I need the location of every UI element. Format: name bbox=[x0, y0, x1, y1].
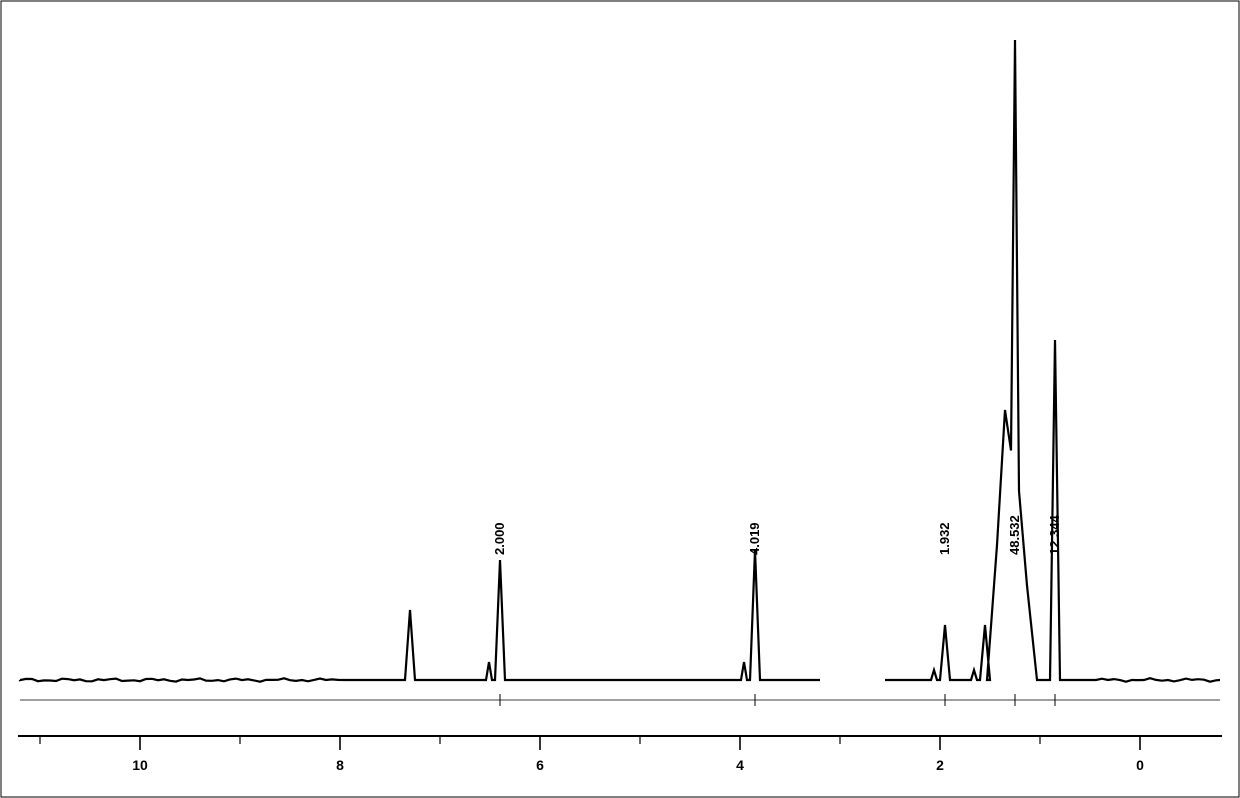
axis-tick-label: 10 bbox=[132, 757, 148, 773]
axis-tick-label: 6 bbox=[536, 757, 544, 773]
axis-tick-label: 8 bbox=[336, 757, 344, 773]
spectrum-trace bbox=[20, 40, 1220, 682]
axis-tick-label: 0 bbox=[1136, 757, 1144, 773]
integration-value: 12.344 bbox=[1047, 514, 1062, 555]
integration-value: 4.019 bbox=[747, 522, 762, 555]
nmr-spectrum bbox=[20, 40, 1220, 682]
axis-tick-label: 2 bbox=[936, 757, 944, 773]
integration-labels: 2.000 4.019 1.932 48.532 12.344 bbox=[20, 514, 1220, 706]
x-axis: 10 8 6 4 2 0 bbox=[18, 736, 1222, 773]
integration-value: 2.000 bbox=[492, 522, 507, 555]
integration-value: 1.932 bbox=[937, 522, 952, 555]
axis-tick-label: 4 bbox=[736, 757, 744, 773]
integration-value: 48.532 bbox=[1007, 515, 1022, 555]
